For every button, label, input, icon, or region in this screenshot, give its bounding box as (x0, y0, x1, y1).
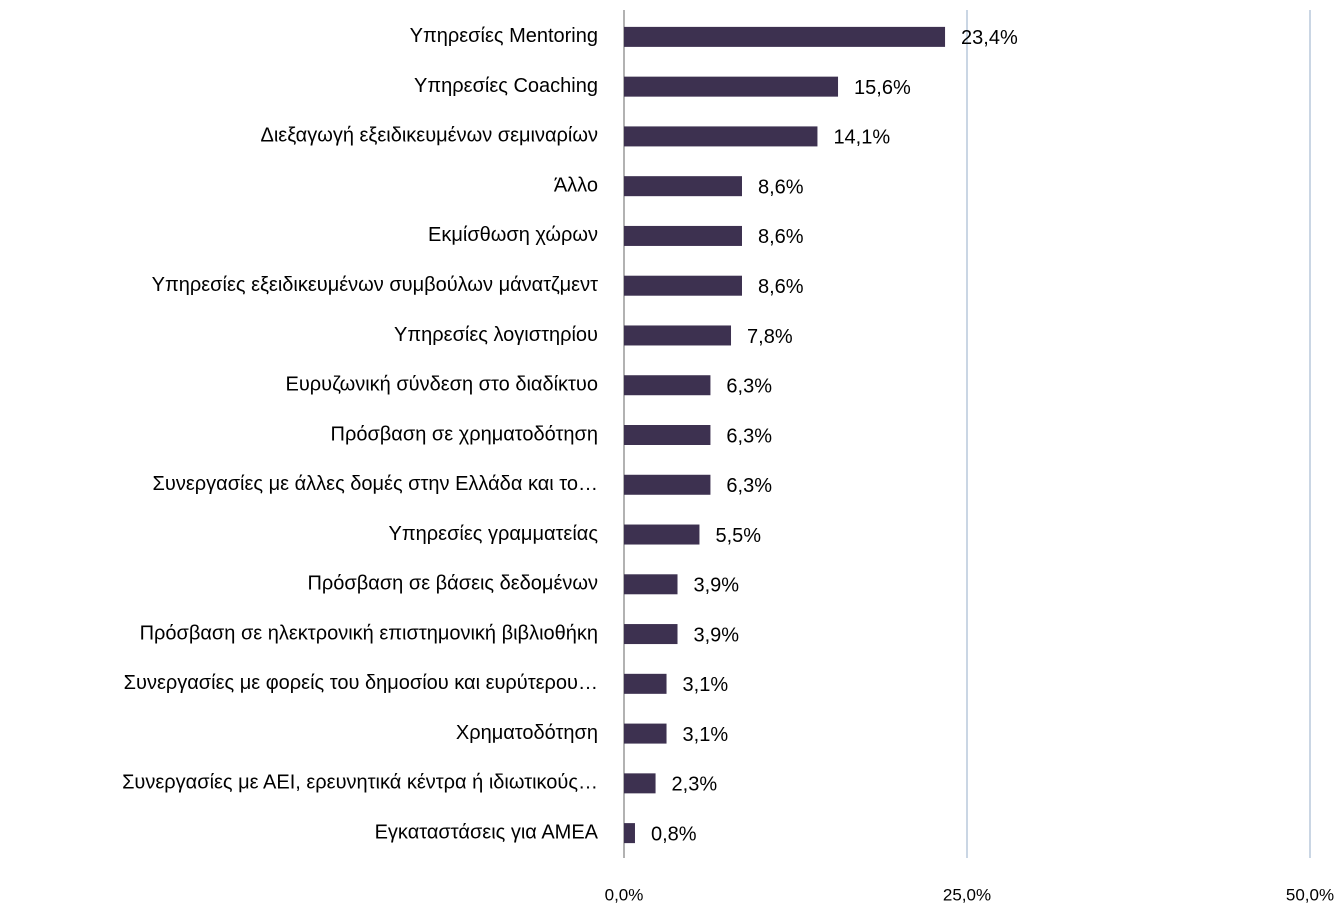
y-tick-label: Συνεργασίες με φορείς του δημοσίου και ε… (124, 672, 598, 694)
bar (624, 474, 711, 495)
bar (624, 524, 700, 545)
y-tick-label: Χρηματοδότηση (456, 722, 598, 744)
bar (624, 76, 839, 97)
y-tick-label: Υπηρεσίες εξειδικευμένων συμβούλων μάνατ… (152, 274, 598, 296)
bar (624, 375, 711, 396)
y-tick-label: Πρόσβαση σε ηλεκτρονική επιστημονική βιβ… (140, 622, 598, 644)
data-label: 3,9% (694, 624, 740, 646)
bar (624, 624, 678, 645)
y-tick-label: Συνεργασίες με ΑΕΙ, ερευνητικά κέντρα ή … (122, 772, 598, 794)
data-label: 0,8% (651, 823, 697, 845)
y-tick-label: Υπηρεσίες Mentoring (410, 25, 598, 47)
bar (624, 26, 946, 47)
y-tick-label: Υπηρεσίες γραμματείας (389, 523, 599, 545)
bar (624, 176, 742, 197)
data-label: 3,9% (694, 575, 740, 597)
data-label: 6,3% (726, 475, 772, 497)
bar (624, 225, 742, 246)
bar (624, 773, 656, 794)
bar (624, 425, 711, 445)
x-tick-label: 50,0% (1286, 885, 1334, 904)
bar (624, 574, 678, 595)
data-label: 3,1% (683, 724, 729, 746)
data-label: 14,1% (833, 127, 890, 149)
y-tick-label: Υπηρεσίες Coaching (414, 75, 598, 97)
y-tick-label: Εγκαταστάσεις για ΑΜΕΑ (375, 821, 599, 843)
data-label: 23,4% (961, 27, 1018, 49)
data-label: 8,6% (758, 176, 804, 198)
x-tick-label: 0,0% (605, 885, 644, 904)
bar (624, 126, 818, 147)
bar (624, 673, 667, 694)
y-tick-label: Ευρυζωνική σύνδεση στο διαδίκτυο (286, 374, 598, 396)
y-tick-label: Πρόσβαση σε χρηματοδότηση (331, 423, 598, 445)
y-tick-label: Συνεργασίες με άλλες δομές στην Ελλάδα κ… (153, 473, 598, 495)
y-tick-label: Πρόσβαση σε βάσεις δεδομένων (307, 573, 598, 595)
bar (624, 325, 732, 346)
data-label: 2,3% (672, 774, 718, 796)
data-label: 8,6% (758, 226, 804, 248)
bar (624, 723, 667, 744)
y-tick-label: Άλλο (554, 174, 598, 196)
data-label: 6,3% (726, 425, 772, 447)
y-tick-label: Υπηρεσίες λογιστηρίου (394, 324, 598, 346)
bar (624, 275, 742, 296)
data-label: 7,8% (747, 326, 793, 348)
data-label: 8,6% (758, 276, 804, 298)
bar (624, 823, 635, 844)
y-tick-label: Εκμίσθωση χώρων (428, 224, 598, 246)
x-tick-label: 25,0% (943, 885, 991, 904)
data-label: 3,1% (683, 674, 729, 696)
data-label: 6,3% (726, 376, 772, 398)
y-tick-label: Διεξαγωγή εξειδικευμένων σεμιναρίων (261, 125, 599, 147)
data-label: 5,5% (715, 525, 761, 547)
data-label: 15,6% (854, 77, 911, 99)
